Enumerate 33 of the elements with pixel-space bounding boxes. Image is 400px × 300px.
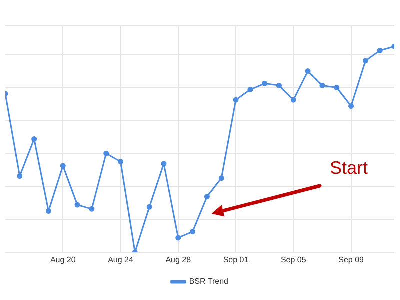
point bbox=[46, 208, 52, 214]
point bbox=[218, 176, 224, 182]
x-tick-label: Sep 01 bbox=[223, 255, 250, 264]
x-tick-label: Aug 28 bbox=[166, 255, 192, 264]
point bbox=[204, 194, 210, 200]
point bbox=[276, 82, 282, 88]
point bbox=[74, 202, 80, 208]
point bbox=[104, 150, 110, 156]
point bbox=[118, 159, 124, 165]
annotation: Start bbox=[330, 158, 368, 178]
x-tick-label: Sep 09 bbox=[338, 255, 365, 264]
point bbox=[320, 82, 326, 88]
point bbox=[305, 68, 311, 74]
legend-label: BSR Trend bbox=[189, 277, 229, 286]
point bbox=[161, 161, 167, 167]
x-tick-label: Aug 20 bbox=[50, 255, 76, 264]
point bbox=[348, 104, 354, 110]
x-tick-label: Sep 05 bbox=[280, 255, 307, 264]
point bbox=[248, 87, 254, 93]
point bbox=[89, 206, 95, 212]
point bbox=[377, 48, 383, 54]
point bbox=[146, 204, 152, 210]
point bbox=[233, 97, 239, 103]
point bbox=[334, 84, 340, 90]
point bbox=[176, 235, 182, 241]
point bbox=[262, 80, 268, 86]
point bbox=[60, 163, 66, 169]
point bbox=[32, 136, 38, 142]
point bbox=[290, 97, 296, 103]
point bbox=[362, 58, 368, 64]
point bbox=[190, 229, 196, 235]
point bbox=[17, 174, 23, 179]
x-tick-label: Aug 24 bbox=[108, 255, 134, 264]
